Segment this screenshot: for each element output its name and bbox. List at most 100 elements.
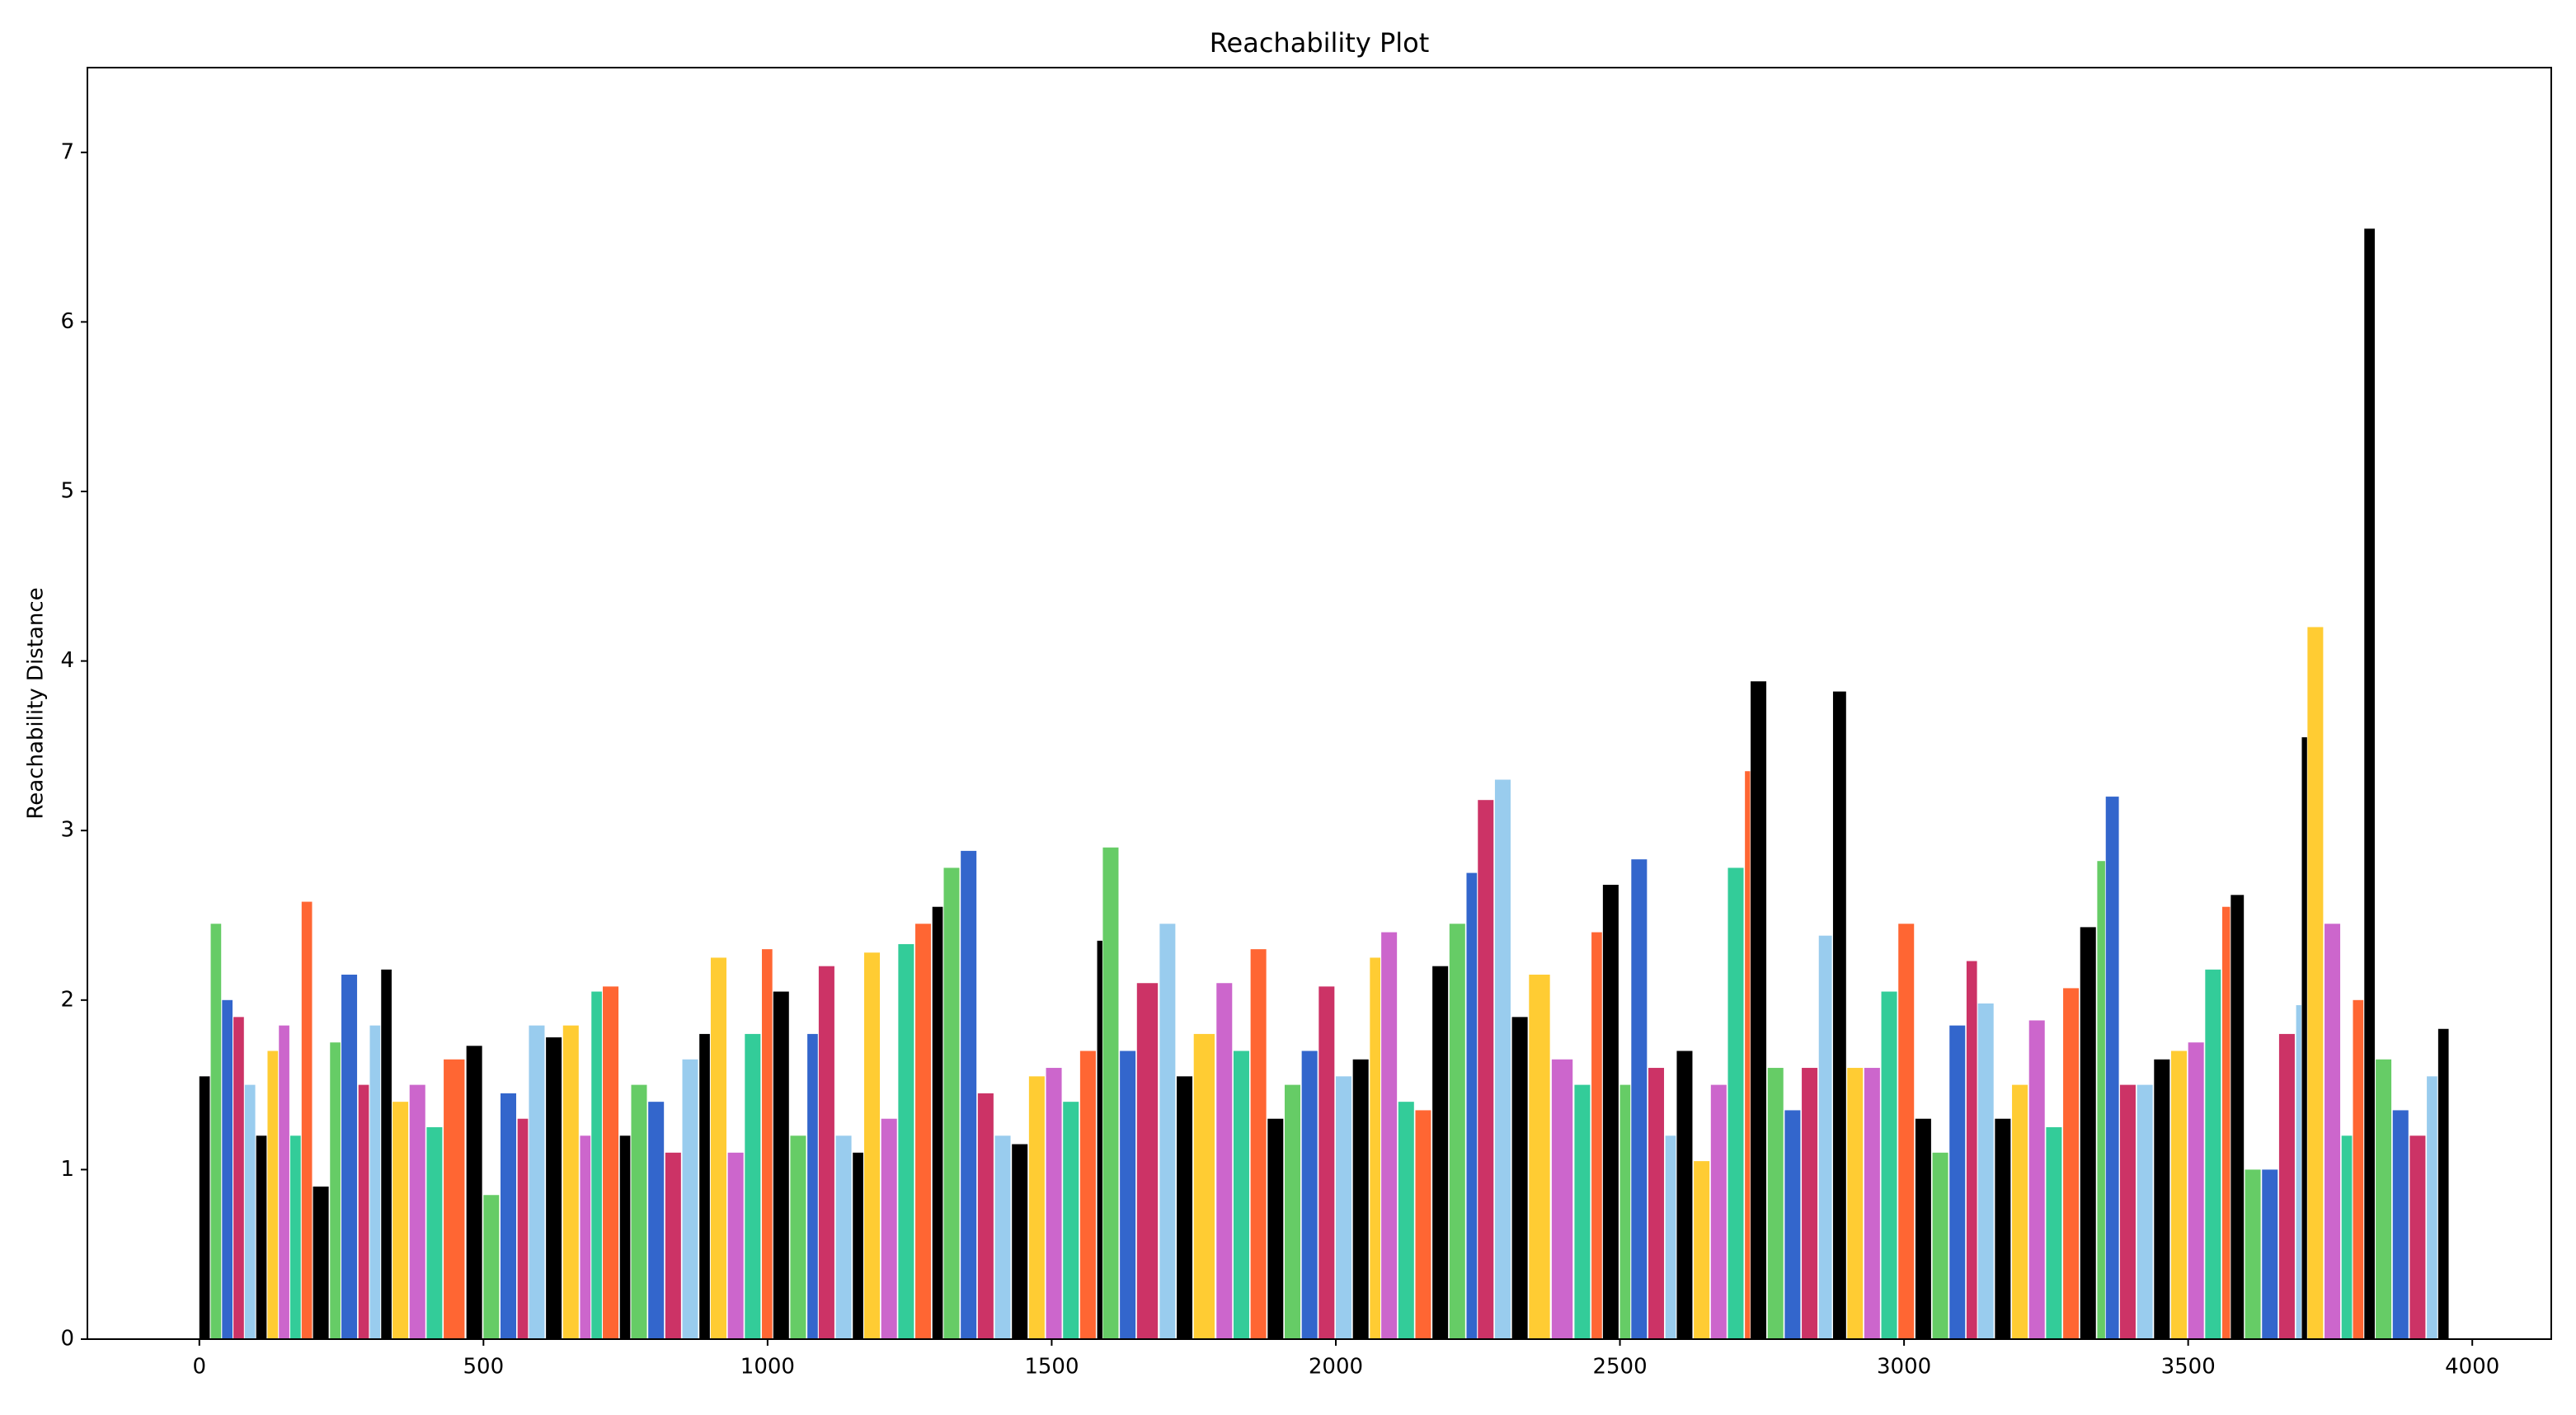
bar [591, 991, 602, 1339]
bar [222, 999, 233, 1339]
bar [2012, 1084, 2028, 1339]
y-axis-label: Reachability Distance [24, 587, 49, 819]
bar [1864, 1068, 1880, 1339]
bar [444, 1059, 465, 1339]
bar [2296, 1004, 2301, 1339]
bar [2188, 1042, 2204, 1339]
bar [2301, 737, 2307, 1339]
bar [961, 850, 977, 1339]
bar [1898, 924, 1915, 1339]
bar [932, 906, 943, 1339]
bar [1932, 1152, 1948, 1339]
bar [2262, 1169, 2278, 1339]
bar [1881, 991, 1897, 1339]
bar [2080, 927, 2096, 1339]
bar [1728, 867, 1744, 1339]
bar [1097, 940, 1102, 1339]
bar [2307, 627, 2324, 1339]
bar [665, 1152, 681, 1339]
bar [2325, 924, 2341, 1339]
bar [1665, 1135, 1676, 1339]
bar [244, 1084, 256, 1339]
bar [1802, 1068, 1818, 1339]
bar [1745, 771, 1751, 1339]
bar [1478, 800, 1494, 1339]
bar [1966, 961, 1977, 1339]
bar [1381, 932, 1398, 1339]
bar [517, 1118, 529, 1339]
bar [1159, 924, 1176, 1339]
y-tick-label: 3 [60, 818, 74, 843]
bar [2427, 1076, 2437, 1339]
bar [1591, 932, 1602, 1339]
bar [898, 943, 914, 1339]
bar [500, 1093, 517, 1339]
bar [1694, 1161, 1710, 1339]
bar [818, 966, 834, 1339]
bar [267, 1051, 279, 1339]
bar [1631, 859, 1648, 1339]
y-tick-label: 0 [60, 1327, 74, 1352]
bar [393, 1102, 409, 1339]
bar [807, 1033, 818, 1339]
x-tick-label: 2000 [1309, 1355, 1363, 1380]
bar [1415, 1110, 1431, 1339]
bar [1710, 1084, 1727, 1339]
bar [1046, 1068, 1062, 1339]
bar [381, 969, 392, 1339]
bar [1751, 681, 1767, 1339]
bar [943, 867, 960, 1339]
x-tick-label: 4000 [2445, 1355, 2499, 1380]
bar [199, 1076, 210, 1339]
bar [1063, 1102, 1079, 1339]
x-tick-label: 500 [463, 1355, 504, 1380]
bar [546, 1037, 562, 1339]
bar [2222, 906, 2230, 1339]
bar [1574, 1084, 1591, 1339]
bar [1120, 1051, 1136, 1339]
y-tick-label: 1 [60, 1157, 74, 1182]
bar [1398, 1102, 1414, 1339]
y-tick-label: 5 [60, 479, 74, 504]
x-tick-label: 3000 [1877, 1355, 1931, 1380]
plot-frame [87, 67, 2552, 1340]
bar [727, 1152, 744, 1339]
bar [1370, 957, 1381, 1339]
y-tick-label: 2 [60, 987, 74, 1012]
bar [1193, 1033, 1215, 1339]
bar [1216, 983, 1233, 1339]
bar [2245, 1169, 2261, 1339]
bar [2278, 1033, 2295, 1339]
bar [1494, 779, 1511, 1339]
bar [2119, 1084, 2136, 1339]
bar [853, 1152, 863, 1339]
chart-title: Reachability Plot [1210, 27, 1430, 59]
bar [761, 949, 773, 1339]
bar [1466, 872, 1478, 1339]
bar [1449, 924, 1465, 1339]
bar [835, 1135, 852, 1339]
bar [2205, 969, 2221, 1339]
bar [1676, 1051, 1693, 1339]
bar [1102, 847, 1119, 1339]
bar [773, 991, 789, 1339]
bar [1551, 1059, 1573, 1339]
bar [790, 1135, 806, 1339]
bar [2097, 861, 2105, 1339]
bar [2437, 1028, 2449, 1339]
bar [682, 1059, 698, 1339]
bar [1335, 1076, 1352, 1339]
bar [994, 1135, 1011, 1339]
bar [631, 1084, 647, 1339]
bar [619, 1135, 631, 1339]
bar [233, 1017, 244, 1339]
bar [1136, 983, 1159, 1339]
bar [1784, 1110, 1801, 1339]
x-tick-label: 1500 [1024, 1355, 1079, 1380]
bar [1319, 986, 1335, 1339]
bar [1511, 1017, 1528, 1339]
bar [2376, 1059, 2392, 1339]
y-tick-label: 7 [60, 139, 74, 164]
bar [1028, 1076, 1045, 1339]
